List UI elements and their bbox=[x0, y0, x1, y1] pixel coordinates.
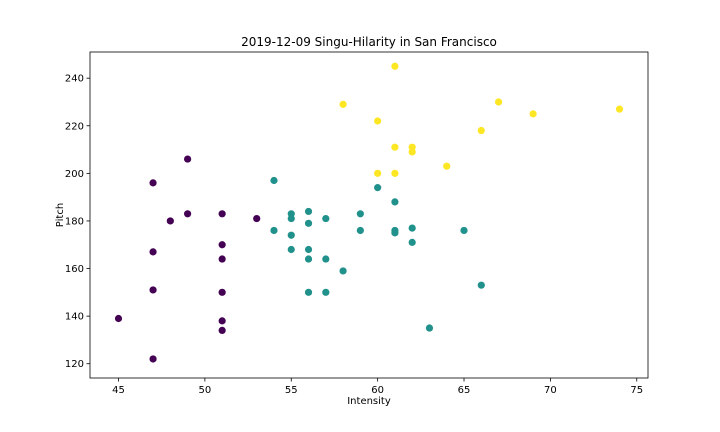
data-point bbox=[391, 229, 399, 237]
x-tick-label: 60 bbox=[371, 385, 384, 396]
data-point bbox=[494, 98, 503, 106]
data-point bbox=[356, 210, 364, 218]
data-point bbox=[374, 169, 382, 177]
y-axis-label: Pitch bbox=[55, 203, 66, 227]
x-tick-label: 65 bbox=[458, 385, 471, 396]
data-point bbox=[218, 241, 226, 249]
data-point bbox=[615, 105, 624, 113]
data-point bbox=[304, 207, 313, 216]
y-tick-label: 140 bbox=[65, 312, 84, 323]
data-point bbox=[184, 155, 192, 163]
data-point bbox=[443, 162, 451, 170]
data-point bbox=[391, 62, 399, 70]
data-point bbox=[287, 231, 295, 239]
data-point bbox=[270, 226, 278, 235]
data-point bbox=[149, 248, 157, 256]
x-axis-label: Intensity bbox=[347, 396, 391, 407]
data-points bbox=[114, 62, 624, 363]
y-tick-label: 240 bbox=[65, 74, 84, 85]
y-tick-label: 200 bbox=[65, 169, 84, 180]
data-point bbox=[529, 110, 537, 118]
data-point bbox=[149, 355, 157, 363]
data-point bbox=[391, 198, 399, 206]
data-point bbox=[218, 255, 226, 263]
data-point bbox=[391, 143, 399, 151]
data-point bbox=[218, 210, 226, 218]
data-point bbox=[304, 255, 313, 263]
chart-title: 2019-12-09 Singu-Hilarity in San Francis… bbox=[241, 35, 497, 49]
data-point bbox=[218, 317, 226, 325]
x-tick-label: 50 bbox=[199, 385, 212, 396]
data-point bbox=[322, 288, 330, 296]
y-tick-label: 120 bbox=[65, 359, 84, 370]
data-point bbox=[253, 214, 261, 223]
x-tick-label: 45 bbox=[112, 385, 125, 396]
data-point bbox=[477, 126, 485, 135]
axis-ticks: 45 50 55 60 65 70 75 120 140 160 180 200 220 240 bbox=[65, 74, 643, 396]
data-point bbox=[184, 210, 192, 218]
data-point bbox=[270, 176, 278, 185]
y-tick-label: 180 bbox=[65, 216, 84, 227]
data-point bbox=[149, 286, 157, 294]
data-point bbox=[408, 238, 416, 246]
data-point bbox=[408, 224, 416, 232]
data-point bbox=[304, 288, 313, 296]
data-point bbox=[322, 255, 330, 263]
data-point bbox=[339, 100, 347, 108]
data-point bbox=[425, 324, 434, 332]
plot-frame bbox=[89, 51, 649, 379]
data-point bbox=[477, 281, 485, 289]
data-point bbox=[374, 117, 382, 125]
data-point bbox=[460, 226, 468, 235]
data-point bbox=[408, 148, 416, 156]
y-tick-label: 220 bbox=[65, 121, 84, 132]
data-point bbox=[149, 179, 157, 187]
data-point bbox=[304, 219, 313, 227]
y-tick-label: 160 bbox=[65, 264, 84, 275]
data-point bbox=[166, 217, 174, 225]
x-tick-label: 75 bbox=[630, 385, 643, 396]
data-point bbox=[356, 226, 364, 235]
x-tick-label: 70 bbox=[544, 385, 557, 396]
data-point bbox=[218, 288, 226, 296]
x-tick-label: 55 bbox=[285, 385, 298, 396]
data-point bbox=[287, 214, 295, 223]
data-point bbox=[339, 267, 347, 275]
data-point bbox=[287, 245, 295, 254]
data-point bbox=[304, 245, 313, 254]
data-point bbox=[391, 169, 399, 177]
data-point bbox=[114, 314, 123, 323]
data-point bbox=[374, 184, 382, 192]
data-point bbox=[322, 214, 330, 223]
data-point bbox=[218, 326, 226, 335]
